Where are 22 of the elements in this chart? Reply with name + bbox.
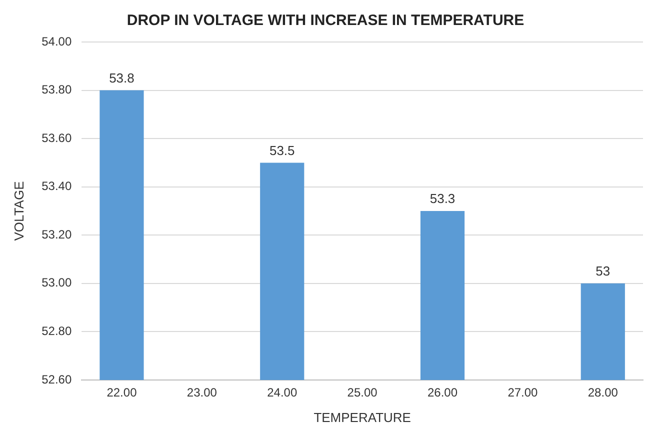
y-tick-label: 52.80 bbox=[42, 324, 72, 338]
y-tick-label: 53.60 bbox=[42, 130, 72, 145]
data-label: 53 bbox=[596, 264, 610, 279]
y-tick-label: 53.20 bbox=[42, 227, 72, 242]
y-tick-label: 54.00 bbox=[42, 34, 72, 48]
y-axis-title: VOLTAGE bbox=[11, 180, 26, 241]
y-tick-label: 53.80 bbox=[42, 82, 72, 97]
x-tick-label: 24.00 bbox=[267, 386, 298, 400]
x-tick-label: 25.00 bbox=[347, 386, 378, 400]
y-tick-label: 53.00 bbox=[42, 276, 72, 290]
data-label: 53.5 bbox=[269, 142, 295, 158]
x-tick-label: 27.00 bbox=[508, 386, 538, 400]
x-tick-label: 28.00 bbox=[588, 386, 618, 400]
x-tick-label: 26.00 bbox=[427, 386, 458, 400]
chart-title: DROP IN VOLTAGE WITH INCREASE IN TEMPERATURE bbox=[126, 12, 524, 30]
y-tick-label: 53.40 bbox=[42, 179, 72, 194]
x-tick-label: 22.00 bbox=[106, 386, 138, 400]
data-label: 53.3 bbox=[430, 191, 456, 206]
data-label: 53.8 bbox=[109, 70, 134, 86]
y-tick-label: 52.60 bbox=[42, 372, 72, 386]
x-tick-label: 23.00 bbox=[186, 386, 218, 400]
x-axis-title: TEMPERATURE bbox=[314, 410, 412, 425]
